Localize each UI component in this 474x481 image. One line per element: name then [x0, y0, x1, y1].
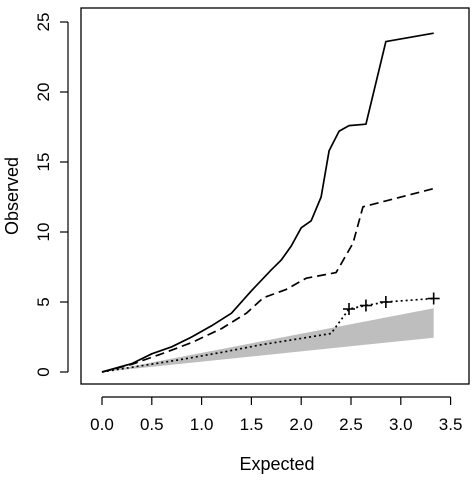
x-axis-title: Expected: [239, 454, 314, 474]
plus-marker: [427, 292, 440, 305]
series-layer: [101, 32, 440, 373]
band-area: [102, 308, 434, 372]
y-tick-label: 15: [34, 153, 53, 172]
plus-marker: [359, 299, 372, 312]
x-tick-label: 2.5: [339, 415, 363, 434]
x-tick-label: 0.5: [140, 415, 164, 434]
x-tick-label: 3.0: [389, 415, 413, 434]
y-axis: 0 5 10 15 20 25: [34, 13, 69, 377]
x-axis: 0.0 0.5 1.0 1.5 2.0 2.5 3.0 3.5: [90, 396, 463, 434]
x-tick-label: 1.0: [190, 415, 214, 434]
x-tick-label: 0.0: [90, 415, 114, 434]
series-line-dotted: [101, 297, 434, 373]
y-tick-label: 0: [34, 367, 53, 376]
y-tick-label: 25: [34, 13, 53, 32]
plus-marker: [343, 303, 356, 315]
plus-marker: [379, 296, 392, 308]
plot-frame: [80, 7, 470, 385]
confidence-band: [102, 308, 434, 372]
x-tick-label: 1.5: [240, 415, 264, 434]
y-tick-label: 10: [34, 223, 53, 242]
y-tick-label: 5: [34, 297, 53, 306]
x-tick-label: 3.5: [439, 415, 463, 434]
series-line-solid: [101, 32, 434, 373]
y-axis-title: Observed: [2, 157, 22, 235]
x-tick-label: 2.0: [289, 415, 313, 434]
y-tick-label: 20: [34, 83, 53, 102]
series-line-dashed: [101, 187, 434, 373]
